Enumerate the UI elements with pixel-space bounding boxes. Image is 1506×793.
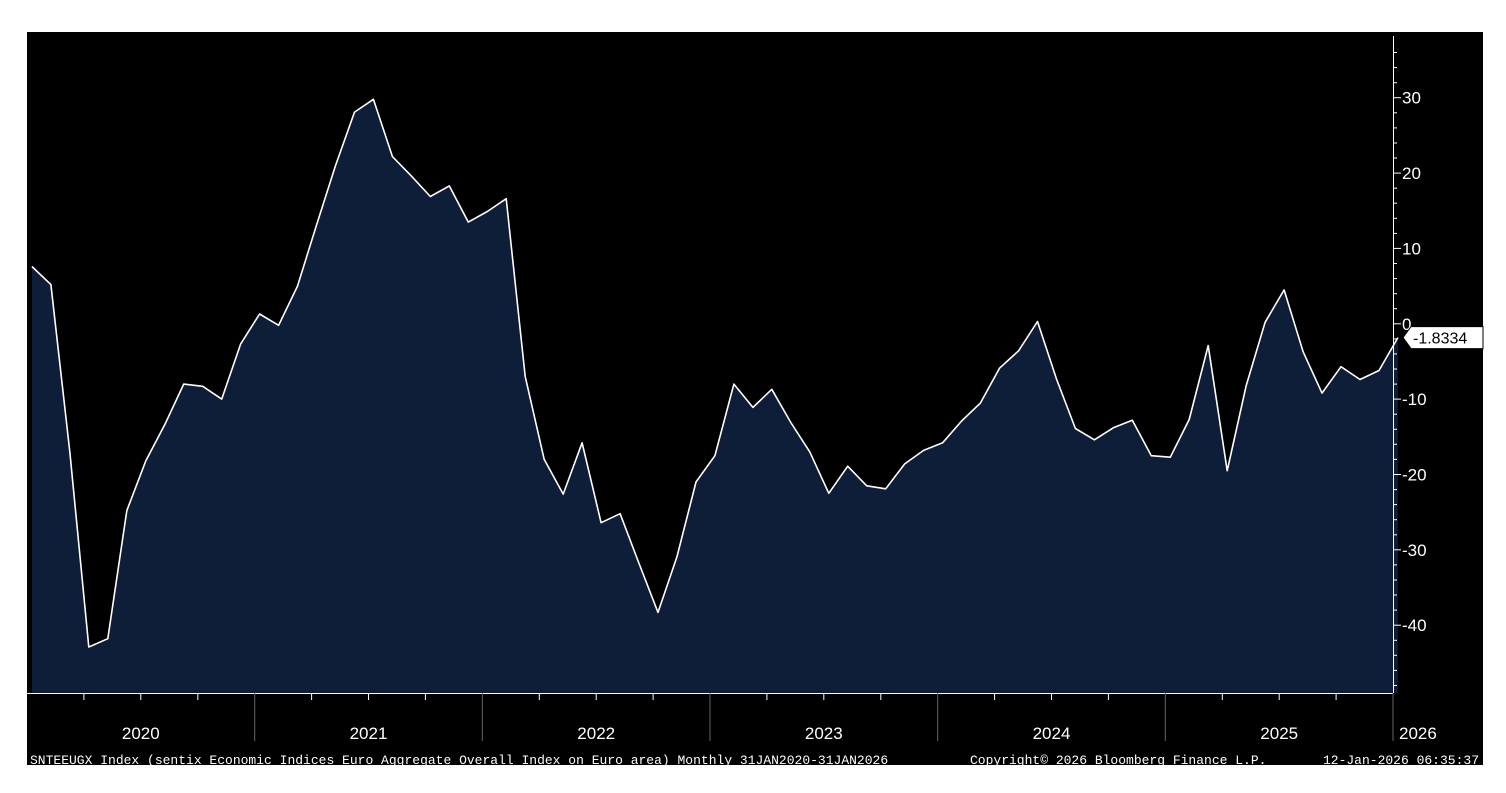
footer: SNTEEUGX Index (sentix Economic Indices … (30, 753, 1479, 768)
y-tick-label: -10 (1402, 390, 1427, 409)
x-year-label: 2023 (805, 724, 843, 743)
series-area (31, 99, 1398, 694)
y-tick-label: -30 (1402, 541, 1427, 560)
y-tick-label: -20 (1402, 466, 1427, 485)
y-tick-label: 20 (1402, 164, 1421, 183)
y-tick-label: 10 (1402, 239, 1421, 258)
index-description: SNTEEUGX Index (sentix Economic Indices … (30, 753, 888, 768)
axis-layer: 30 20 10 0 -10 -20 -30 -40 2020 2021 2022 2023 2024 2… (27, 36, 1484, 743)
x-year-label: 2021 (350, 724, 388, 743)
series-line (31, 98, 1399, 648)
plot-layer (31, 98, 1399, 694)
y-tick-label: -40 (1402, 616, 1427, 635)
x-year-label: 2022 (577, 724, 615, 743)
y-tick-label: 30 (1402, 89, 1421, 108)
x-year-label: 2026 (1399, 724, 1437, 743)
last-value-label: -1.8334 (1413, 331, 1467, 348)
y-tick-label: 0 (1402, 315, 1411, 334)
x-year-label: 2020 (122, 724, 160, 743)
timestamp-text: 12-Jan-2026 06:35:37 (1323, 753, 1479, 768)
x-year-label: 2025 (1260, 724, 1298, 743)
x-year-label: 2024 (1033, 724, 1071, 743)
copyright-text: Copyright© 2026 Bloomberg Finance L.P. (970, 753, 1266, 768)
last-value-flag (1402, 326, 1484, 350)
